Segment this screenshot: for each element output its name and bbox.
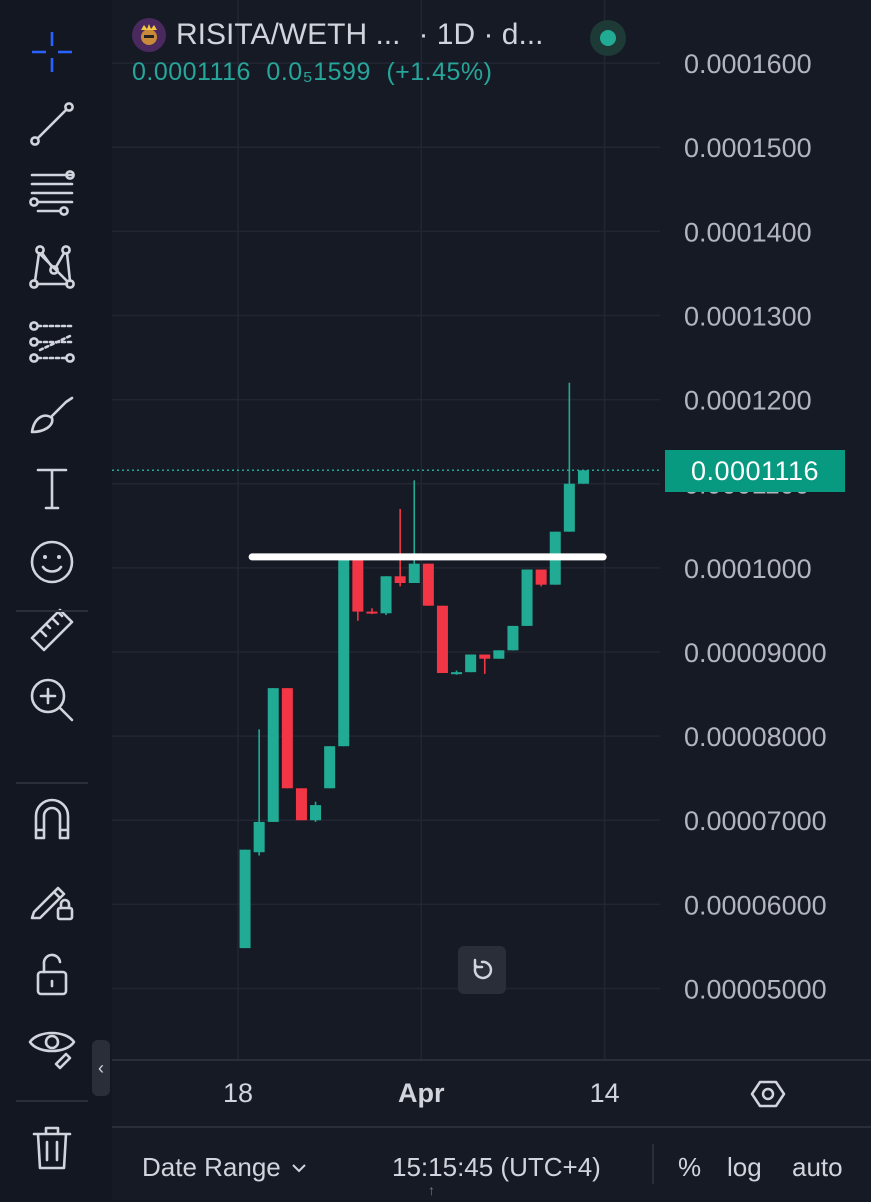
symbol-name[interactable]: RISITA/WETH ... (176, 18, 401, 51)
trash-icon (32, 1126, 72, 1170)
trash-tool-button[interactable] (22, 1118, 82, 1178)
divider (652, 1144, 654, 1184)
reset-icon (473, 958, 493, 980)
candle-body (324, 746, 336, 789)
chevron-left-icon: ‹ (98, 1057, 104, 1078)
hide-drawings-tool-button[interactable] (22, 1014, 82, 1074)
candle-body (239, 849, 251, 949)
candle-body (295, 788, 307, 821)
percent-scale-toggle[interactable]: % (678, 1152, 702, 1182)
candle-body (577, 470, 589, 484)
candle-body (451, 672, 463, 675)
candle-body (507, 625, 519, 651)
candle-body (352, 559, 364, 612)
price-axis-label: 0.00006000 (684, 890, 827, 920)
live-status-indicator (590, 20, 626, 56)
candle-body (479, 654, 491, 659)
candle-body (366, 611, 378, 614)
candle-body (535, 569, 547, 585)
date-range-label: Date Range (142, 1152, 281, 1182)
bottom-bar: Date Range 15:15:45 (UTC+4) ↑ % log auto (112, 1126, 871, 1202)
candle-body (267, 688, 279, 822)
time-axis-label: Apr (398, 1078, 445, 1108)
prediction-icon (29, 321, 75, 363)
candle-body (422, 563, 434, 606)
unlock-tool-button[interactable] (22, 944, 82, 1004)
symbol-legend: RISITA/WETH ... · 1D · d... 0.0001116 0.… (132, 18, 543, 87)
toolbar-divider (16, 1100, 88, 1102)
candle-body (338, 559, 350, 747)
arrow-up-icon: ↑ (428, 1182, 435, 1198)
trend-line-icon (30, 102, 74, 146)
candle-body (253, 821, 265, 853)
candle-body (436, 605, 448, 674)
candle-body (380, 576, 392, 614)
candle-body (394, 576, 406, 583)
chart-panel[interactable]: 0.0001600 0.0001500 0.0001400 0.0001300 0.00… (112, 0, 871, 1200)
pattern-icon (29, 245, 75, 289)
token-logo-icon (132, 18, 166, 52)
drawing-toolbar (0, 0, 104, 1200)
legend-price: 0.0001116 (132, 58, 251, 86)
log-scale-toggle[interactable]: log (727, 1152, 762, 1182)
price-axis-label: 0.00005000 (684, 974, 827, 1004)
lock-drawings-tool-button[interactable] (22, 868, 82, 928)
emoji-icon (30, 540, 74, 584)
fib-retracement-tool-button[interactable] (22, 162, 82, 222)
zoom-in-tool-button[interactable] (22, 670, 82, 730)
time-axis-label: 18 (223, 1078, 253, 1108)
toolbar-divider (16, 782, 88, 784)
time-axis-label: 14 (590, 1078, 620, 1108)
hide-drawings-icon (28, 1031, 76, 1070)
candle-body (281, 688, 293, 789)
price-axis-label: 0.00007000 (684, 806, 827, 836)
trend-line-tool-button[interactable] (22, 94, 82, 154)
legend-change-pct: (+1.45%) (386, 58, 493, 86)
legend-change-abs: 0.0₅1599 (266, 58, 371, 86)
price-axis-label: 0.00008000 (684, 722, 827, 752)
prediction-tool-button[interactable] (22, 312, 82, 372)
price-axis-label: 0.0001300 (684, 301, 812, 331)
magnet-tool-button[interactable] (22, 790, 82, 850)
last-price-tag: 0.0001116 (665, 450, 845, 492)
price-axis-label: 0.0001000 (684, 554, 812, 584)
text-tool-button[interactable] (22, 458, 82, 518)
candle-body (521, 569, 533, 626)
settings-hexagon-icon (750, 1080, 786, 1108)
crosshair-tool-button[interactable] (22, 22, 82, 82)
price-axis-label: 0.0001400 (684, 217, 812, 247)
candle-body (408, 563, 420, 583)
price-axis-label: 0.0001600 (684, 49, 812, 79)
unlock-icon (36, 953, 68, 996)
clock-timezone-button[interactable]: 15:15:45 (UTC+4) (392, 1152, 601, 1182)
ruler-icon (30, 608, 74, 652)
date-range-button[interactable]: Date Range (142, 1152, 307, 1183)
toolbar-divider (16, 610, 88, 612)
zoom-in-icon (30, 678, 74, 722)
candle-body (493, 650, 505, 659)
pattern-tool-button[interactable] (22, 236, 82, 296)
ruler-tool-button[interactable] (22, 600, 82, 660)
candle-body (563, 483, 575, 532)
reset-chart-button[interactable] (458, 946, 506, 994)
chevron-down-icon (291, 1157, 307, 1178)
crosshair-icon (32, 32, 72, 72)
fib-retracement-icon (29, 170, 75, 216)
price-axis-label: 0.00009000 (684, 638, 827, 668)
price-axis-label: 0.0001200 (684, 386, 812, 416)
candle-body (310, 805, 322, 821)
price-axis-label: 0.0001500 (684, 133, 812, 163)
text-icon (36, 468, 68, 510)
brush-tool-button[interactable] (22, 384, 82, 444)
lock-drawings-icon (30, 886, 74, 921)
candle-body (465, 654, 477, 673)
emoji-tool-button[interactable] (22, 532, 82, 592)
auto-scale-toggle[interactable]: auto (792, 1152, 843, 1182)
brush-icon (30, 396, 74, 434)
interval-label[interactable]: · 1D · d... (418, 18, 544, 51)
magnet-icon (34, 798, 70, 840)
toolbar-collapse-handle[interactable]: ‹ (92, 1040, 110, 1096)
chart-settings-button[interactable] (748, 1074, 788, 1114)
chart-canvas[interactable]: 0.0001600 0.0001500 0.0001400 0.0001300 0.00… (112, 0, 871, 1126)
